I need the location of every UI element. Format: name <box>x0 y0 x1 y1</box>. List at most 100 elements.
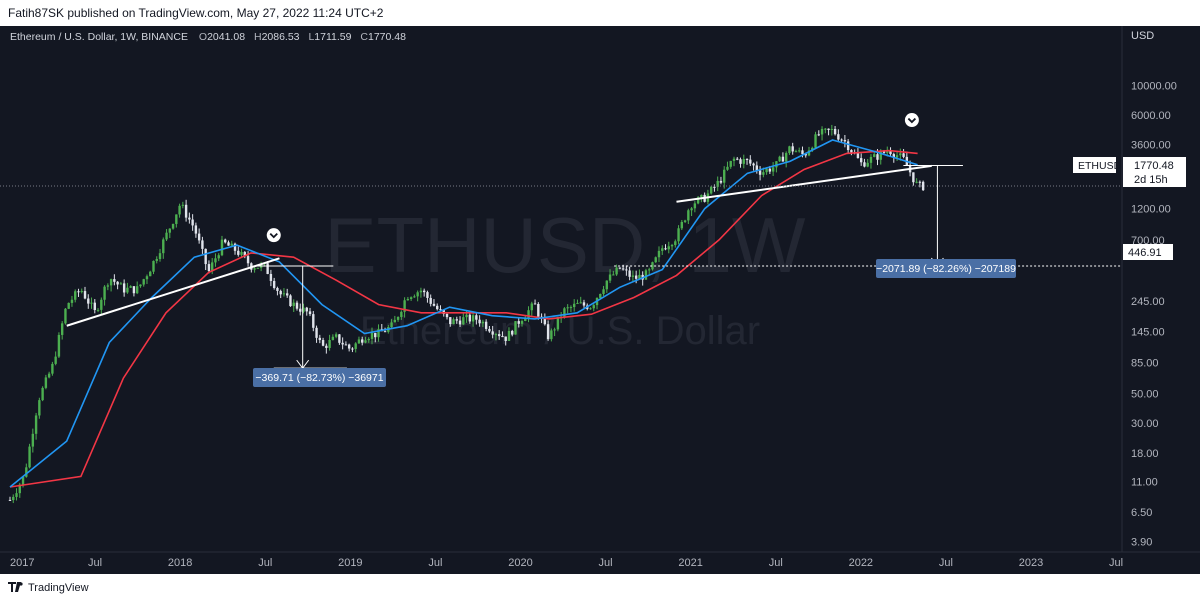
candle-body <box>811 147 814 151</box>
candle-body <box>328 339 331 348</box>
candle-body <box>109 279 113 286</box>
candle-body <box>442 310 445 314</box>
candle-body <box>403 300 406 312</box>
price-axis[interactable]: 10000.006000.003600.002200.001200.00700.… <box>1131 80 1177 548</box>
candle-body <box>54 356 57 364</box>
candle-body <box>429 297 432 304</box>
candle-body <box>96 309 100 311</box>
candle-body <box>364 340 367 343</box>
candle-body <box>227 242 230 246</box>
candle-body <box>837 134 840 140</box>
price-tick-label: 145.00 <box>1131 326 1165 338</box>
watermark-symbol: ETHUSD, 1W <box>324 201 805 289</box>
tv-logo-mark <box>8 582 16 592</box>
measure-box-2018[interactable]: −369.71 (−82.73%) −36971 <box>253 368 386 387</box>
candle-body <box>393 319 397 323</box>
level-value: 446.91 <box>1128 247 1162 259</box>
candle-body <box>817 134 820 136</box>
candle-body <box>51 363 54 374</box>
candle-body <box>113 279 116 282</box>
candle-body <box>631 275 635 277</box>
candle-body <box>194 225 198 234</box>
time-tick-label: Jul <box>428 557 442 569</box>
candle-body <box>272 280 276 288</box>
candle-body <box>648 269 651 271</box>
candle-body <box>175 214 178 224</box>
candle-body <box>833 128 837 135</box>
candle-body <box>197 233 201 241</box>
legend-c-value: 1770.48 <box>368 31 406 43</box>
candle-body <box>230 243 233 246</box>
candle-body <box>537 304 540 317</box>
candle-body <box>762 172 765 175</box>
candle-body <box>781 156 785 162</box>
price-tick-label: 18.00 <box>1131 448 1159 460</box>
candle-body <box>709 186 713 194</box>
candle-body <box>765 168 768 173</box>
candle-body <box>475 315 478 320</box>
candle-body <box>312 314 315 328</box>
chevron-down-glyph <box>269 233 278 239</box>
candle-body <box>494 334 498 336</box>
trendline-1 <box>676 164 932 203</box>
bar-countdown: 2d 15h <box>1134 174 1168 186</box>
candle-body <box>325 345 328 348</box>
candle-body <box>269 273 273 281</box>
candle-body <box>334 334 338 337</box>
candle-body <box>246 256 250 264</box>
candle-body <box>918 181 922 183</box>
candle-body <box>661 248 664 251</box>
candle-body <box>383 331 387 333</box>
candle-body <box>723 169 726 183</box>
candle-body <box>524 318 527 322</box>
candle-body <box>804 154 807 156</box>
candle-body <box>413 296 416 298</box>
candle-body <box>142 279 145 285</box>
candle-body <box>794 151 798 153</box>
candle-body <box>758 170 762 175</box>
candle-body <box>791 146 794 152</box>
candle-body <box>57 334 61 357</box>
candle-body <box>341 342 344 345</box>
candle-body <box>256 267 260 269</box>
candle-body <box>135 286 139 294</box>
price-tick-label: 50.00 <box>1131 388 1159 400</box>
candle-body <box>462 317 465 325</box>
candle-body <box>279 290 282 295</box>
candle-body <box>856 153 860 159</box>
candle-body <box>237 250 240 255</box>
candle-body <box>233 243 237 251</box>
legend-l-value: 1711.59 <box>314 31 351 43</box>
price-chart[interactable]: ETHUSD, 1W Ethereum / U.S. Dollar Ethere… <box>0 26 1200 574</box>
candle-body <box>638 274 641 279</box>
candle-body <box>396 316 400 320</box>
time-axis[interactable]: 2017 Jul 2018 Jul 2019 Jul 2020 Jul 2021 Jul 2022 J… <box>10 557 1123 569</box>
candle-body <box>664 248 667 250</box>
candle-body <box>527 310 530 319</box>
level-marker: 446.91 <box>1123 244 1173 260</box>
candle-body <box>390 322 393 328</box>
time-tick-label: Jul <box>1109 557 1123 569</box>
candle-body <box>21 476 25 485</box>
price-tick-label: 6.50 <box>1131 507 1152 519</box>
candle-body <box>93 302 96 311</box>
candle-body <box>302 307 305 312</box>
candle-body <box>15 493 18 497</box>
price-tick-label: 1200.00 <box>1131 204 1171 216</box>
candle-body <box>31 433 35 447</box>
candle-body <box>286 293 289 296</box>
candle-body <box>158 253 162 259</box>
candle-body <box>873 154 876 157</box>
price-tick-label: 10000.00 <box>1131 80 1177 92</box>
candle-body <box>517 321 520 324</box>
candle-body <box>145 276 149 280</box>
candle-body <box>778 156 781 162</box>
candle-body <box>224 239 227 243</box>
candle-body <box>566 307 569 309</box>
price-tick-label: 30.00 <box>1131 418 1159 430</box>
candle-body <box>729 160 732 167</box>
measure-box-2022[interactable]: −2071.89 (−82.26%) −207189 <box>876 259 1016 278</box>
candle-body <box>820 128 824 135</box>
candle-body <box>305 307 308 312</box>
candle-body <box>889 151 892 155</box>
